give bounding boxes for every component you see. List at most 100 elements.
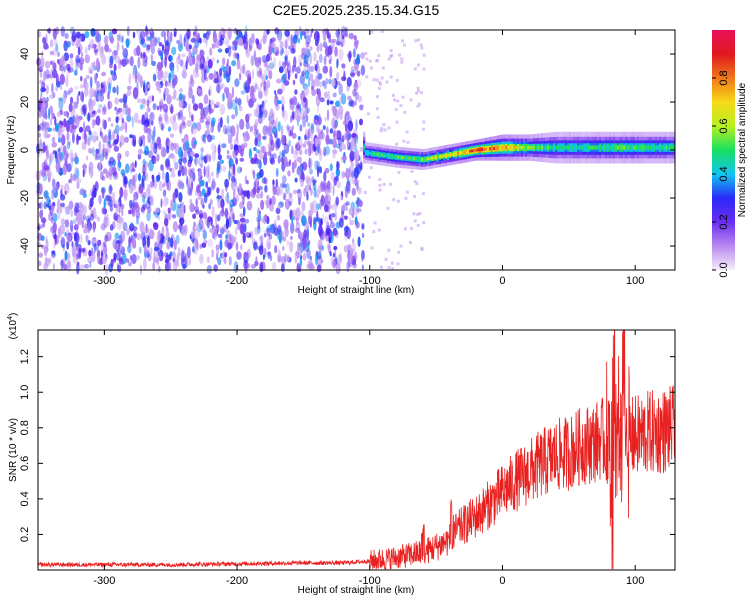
noise-speckle: [345, 111, 350, 117]
signal-band-cell: [637, 145, 640, 150]
noise-speckle: [239, 217, 246, 223]
noise-speckle: [200, 152, 204, 164]
noise-speckle: [239, 201, 244, 209]
noise-speckle: [129, 199, 133, 209]
noise-speckle: [78, 247, 82, 259]
noise-speckle: [305, 114, 309, 123]
noise-speckle: [222, 82, 225, 89]
noise-speckle: [46, 96, 49, 103]
noise-speckle: [311, 200, 318, 209]
x-tick-label: -100: [359, 575, 381, 587]
noise-speckle: [254, 83, 258, 90]
noise-speckle: [253, 50, 257, 61]
x-tick-label: -300: [93, 275, 115, 287]
noise-speckle: [206, 127, 211, 136]
noise-speckle: [109, 62, 113, 69]
noise-speckle: [422, 67, 426, 71]
noise-speckle: [334, 46, 338, 57]
noise-speckle: [165, 225, 169, 232]
noise-speckle: [179, 201, 185, 214]
noise-speckle: [356, 70, 361, 77]
noise-speckle: [42, 172, 48, 182]
noise-speckle: [299, 103, 302, 114]
noise-speckle: [235, 241, 239, 251]
signal-band-cell: [615, 145, 618, 150]
noise-speckle: [190, 52, 195, 58]
noise-speckle: [246, 263, 251, 269]
noise-speckle: [89, 197, 94, 208]
noise-speckle: [167, 126, 172, 132]
noise-speckle: [87, 44, 91, 51]
noise-speckle: [326, 181, 332, 192]
signal-band-cell: [475, 148, 478, 152]
noise-speckle: [234, 78, 240, 87]
signal-band-cell: [507, 145, 510, 150]
noise-speckle: [289, 240, 294, 253]
noise-speckle: [346, 185, 351, 194]
signal-band-cell: [575, 145, 578, 150]
noise-speckle: [293, 152, 299, 162]
noise-speckle: [405, 190, 409, 194]
noise-speckle: [332, 203, 338, 211]
noise-speckle: [259, 237, 264, 246]
noise-speckle: [252, 69, 255, 80]
noise-speckle: [70, 209, 74, 218]
noise-speckle: [321, 245, 324, 251]
noise-speckle: [236, 98, 242, 106]
noise-speckle: [238, 183, 242, 190]
noise-speckle: [209, 198, 213, 205]
noise-speckle: [269, 203, 274, 212]
noise-speckle: [132, 134, 136, 146]
noise-speckle: [327, 45, 333, 56]
noise-speckle: [78, 91, 81, 96]
noise-speckle: [91, 99, 96, 107]
noise-speckle: [52, 178, 56, 190]
noise-speckle: [102, 175, 106, 181]
noise-speckle: [266, 65, 270, 72]
noise-speckle: [102, 136, 107, 144]
noise-speckle: [211, 43, 216, 49]
signal-band-cell: [537, 145, 540, 150]
noise-speckle: [122, 221, 128, 232]
noise-speckle: [160, 98, 164, 106]
noise-speckle: [167, 207, 171, 214]
noise-speckle: [158, 42, 163, 47]
noise-speckle: [379, 82, 382, 86]
y-tick-label: -20: [19, 190, 31, 206]
noise-speckle: [415, 182, 419, 186]
noise-speckle: [276, 78, 282, 84]
noise-speckle: [212, 32, 218, 44]
noise-speckle: [147, 206, 152, 214]
noise-speckle: [245, 120, 250, 130]
noise-speckle: [365, 75, 369, 79]
noise-speckle: [264, 68, 270, 75]
noise-speckle: [211, 206, 215, 218]
noise-speckle: [149, 41, 155, 49]
noise-speckle: [344, 185, 350, 192]
noise-speckle: [52, 60, 55, 71]
noise-speckle: [324, 116, 327, 122]
noise-speckle: [113, 203, 118, 209]
signal-band-cell: [525, 145, 528, 150]
noise-speckle: [85, 234, 89, 242]
noise-speckle: [133, 226, 138, 231]
noise-speckle: [100, 84, 105, 96]
noise-speckle: [195, 209, 200, 215]
noise-speckle: [317, 165, 319, 178]
noise-speckle: [307, 128, 311, 140]
noise-speckle: [399, 244, 403, 248]
noise-speckle: [262, 135, 267, 140]
signal-band-cell: [605, 145, 608, 150]
noise-speckle: [105, 170, 110, 179]
noise-speckle: [83, 120, 85, 133]
noise-speckle: [109, 156, 115, 165]
y-tick-label: 0.8: [19, 420, 31, 435]
noise-speckle: [354, 100, 357, 106]
noise-speckle: [348, 50, 352, 63]
noise-speckle: [298, 197, 301, 206]
noise-speckle: [177, 179, 183, 190]
noise-speckle: [293, 159, 297, 169]
noise-speckle: [77, 46, 81, 56]
signal-band-cell: [371, 152, 374, 155]
noise-speckle: [222, 34, 226, 39]
